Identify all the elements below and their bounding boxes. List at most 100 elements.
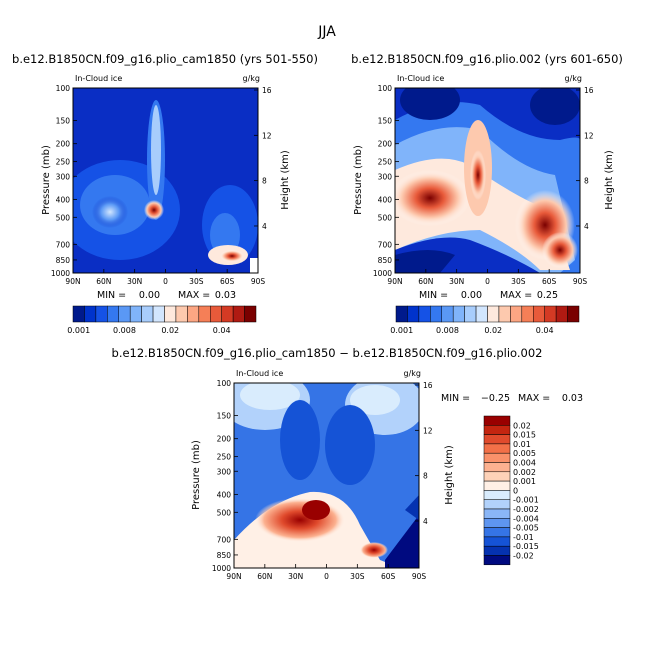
colorbar-c-label: 0.005 [513,449,536,458]
colorbar-a-swatch [210,305,222,323]
colorbar-b-swatch [510,305,523,323]
panel-b-y2label: Height (km) [604,150,615,210]
panel-a-y2label: Height (km) [280,150,291,210]
colorbar-c-label: 0.02 [513,421,531,430]
colorbar-a-swatch [95,305,108,323]
panel-c-ytick-label: 500 [217,508,232,517]
panel-b-min-label: MIN = [419,290,448,301]
panel-a-title: b.e12.B1850CN.f09_g16.plio_cam1850 (yrs … [12,52,318,66]
panel-a-xtick-label: 30N [127,277,142,286]
panel-b-ytick-label: 250 [378,158,393,167]
panel-c-min-value: −0.25 [481,393,510,404]
colorbar-c-swatch [483,536,511,547]
panel-b-xtick-label: 90N [387,277,402,286]
colorbar-a-swatch [198,305,211,323]
colorbar-c-label: 0.01 [513,440,531,449]
colorbar-b-swatch [475,305,488,323]
panel-c-xtick-label: 30S [350,572,365,581]
panel-a-xtick-label: 60S [220,277,235,286]
colorbar-c-label: -0.02 [513,552,534,561]
colorbar-c-swatch [483,490,511,500]
panel-b-ticks: 100 150 200 250 300 400 500 700 850 1000 16 12 8 4 90N… [373,84,594,286]
panel-a-units: g/kg [243,74,260,83]
panel-c-xtick-label: 90S [412,572,427,581]
colorbar-a-swatch [84,305,97,323]
colorbar-c-swatch [483,443,511,454]
colorbar-b-swatch [521,305,534,323]
colorbar-c-swatch [483,508,511,519]
panel-c: b.e12.B1850CN.f09_g16.plio_cam1850 − b.e… [112,346,583,581]
colorbar-b-swatch [418,305,431,323]
panel-a-y2tick-label: 16 [262,86,272,95]
panel-b-max-label: MAX = [500,290,532,301]
panel-b: b.e12.B1850CN.f09_g16.plio.002 (yrs 601-… [351,52,623,335]
colorbar-b-swatch [441,305,454,323]
panel-c-y2tick-label: 8 [423,472,428,481]
panel-c-ytick-label: 200 [217,435,232,444]
colorbar-a-label: 0.001 [67,326,90,335]
panel-a-xtick-label: 60N [96,277,111,286]
panel-a-ticks: 100 150 200 250 300 400 500 700 850 1000 16 12 8 4 90N… [51,84,272,286]
panel-a: b.e12.B1850CN.f09_g16.plio_cam1850 (yrs … [12,52,318,335]
colorbar-c-swatch [483,452,511,463]
panel-c-colorbar: 0.020.0150.010.0050.0040.0020.0010-0.001… [483,415,539,566]
panel-c-max-label: MAX = [518,393,550,404]
colorbar-c-label: 0.004 [513,459,536,468]
colorbar-c-label: -0.005 [513,524,539,533]
colorbar-c-swatch [483,545,511,556]
panel-c-y2tick-label: 16 [423,381,433,390]
panel-a-ytick-label: 300 [56,172,71,181]
panel-a-colorbar: 0.001 0.008 0.02 0.04 [67,305,257,335]
panel-c-xtick-label: 60N [257,572,272,581]
colorbar-c-swatch [483,480,511,491]
colorbar-a-swatch [187,305,200,323]
colorbar-c-swatch [483,499,511,510]
colorbar-a-swatch [152,305,165,323]
panel-c-y2tick-label: 12 [423,426,433,435]
colorbar-c-label: -0.015 [513,542,539,551]
colorbar-a-swatch [164,305,177,323]
panel-a-xtick-label: 0 [163,277,168,286]
panel-b-xtick-label: 0 [485,277,490,286]
panel-b-field-label: In-Cloud ice [397,74,444,83]
colorbar-c-label: 0.001 [513,477,536,486]
panel-c-ylabel: Pressure (mb) [191,440,202,510]
panel-b-ytick-label: 100 [378,84,393,93]
panel-c-field-label: In-Cloud ice [236,369,283,378]
panel-b-xtick-label: 30S [511,277,526,286]
colorbar-a-swatch [118,305,131,323]
colorbar-c-label: -0.002 [513,505,539,514]
colorbar-c-label: 0 [513,486,518,495]
colorbar-b-swatch [498,305,511,323]
panel-c-ytick-label: 250 [217,453,232,462]
panel-b-y2tick-label: 16 [584,86,594,95]
colorbar-a-swatch [129,305,142,323]
panel-b-ytick-label: 850 [378,256,393,265]
panel-a-xtick-label: 30S [189,277,204,286]
panel-b-title: b.e12.B1850CN.f09_g16.plio.002 (yrs 601-… [351,52,623,66]
colorbar-a-swatch [72,305,85,323]
panel-a-ytick-label: 100 [56,84,71,93]
panel-b-ytick-label: 700 [378,240,393,249]
panel-b-ytick-label: 1000 [373,269,392,278]
panel-c-xtick-label: 60S [381,572,396,581]
colorbar-c-swatch [483,555,511,566]
panel-b-ytick-label: 500 [378,213,393,222]
colorbar-c-swatch [483,518,511,528]
colorbar-c-swatch [483,462,511,473]
panel-c-y2tick-label: 4 [423,517,428,526]
panel-b-y2tick-label: 4 [584,222,589,231]
panel-a-y2tick-label: 4 [262,222,267,231]
colorbar-b-label: 0.02 [484,326,502,335]
panel-a-field-label: In-Cloud ice [75,74,122,83]
panel-a-ytick-label: 200 [56,140,71,149]
colorbar-b-swatch [544,305,557,323]
panel-c-ytick-label: 100 [217,379,232,388]
panel-a-ytick-label: 500 [56,213,71,222]
colorbar-b-label: 0.04 [536,326,554,335]
colorbar-c-swatch [483,415,511,426]
panel-b-y2tick-label: 8 [584,177,589,186]
colorbar-a-swatch [221,305,234,323]
panel-c-ticks: 100 150 200 250 300 400 500 700 850 1000 16 12 8 4 90N… [212,379,433,581]
